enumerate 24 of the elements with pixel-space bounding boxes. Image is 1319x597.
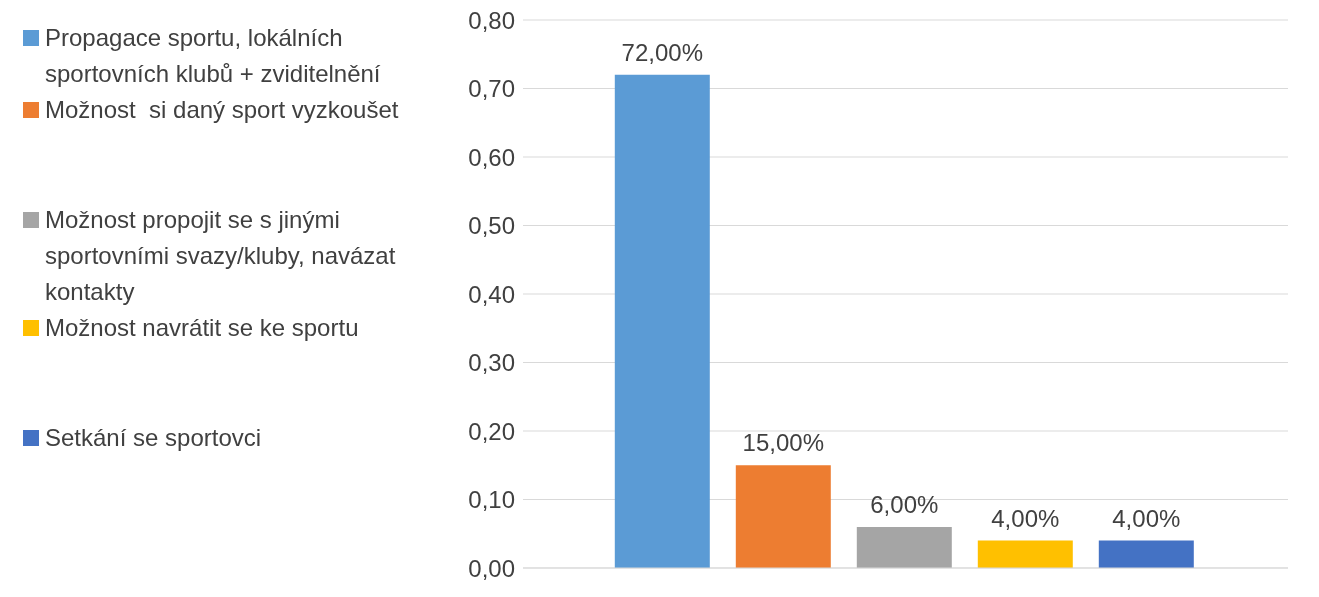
bar [856,526,952,568]
data-label: 72,00% [621,38,703,66]
y-tick-label: 0,70 [468,75,515,103]
bar [977,540,1073,568]
legend-label: Možnost si daný sport vyzkoušet [45,95,399,125]
y-tick-label: 0,80 [468,6,515,34]
y-tick-label: 0,10 [468,486,515,514]
y-tick-label: 0,30 [468,349,515,377]
bar [735,465,831,568]
legend-label: Možnost navrátit se ke sportu [45,313,359,343]
bar [614,74,710,568]
legend-label: Setkání se sportovci [45,423,262,453]
legend-label: Možnost propojit se s jinými sportovními svazy/kluby, navázat kontakty [45,205,397,307]
data-label: 6,00% [870,490,939,518]
y-tick-label: 0,50 [468,212,515,240]
legend-label: Propagace sportu, lokálních sportovních klubů + zviditelnění [45,23,382,89]
data-label: 4,00% [1112,504,1181,532]
data-label: 15,00% [742,429,824,457]
y-tick-label: 0,20 [468,417,515,445]
y-tick-label: 0,60 [468,143,515,171]
y-tick-label: 0,00 [468,554,515,582]
y-tick-label: 0,40 [468,280,515,308]
data-label: 4,00% [991,504,1060,532]
bar [1098,540,1194,568]
